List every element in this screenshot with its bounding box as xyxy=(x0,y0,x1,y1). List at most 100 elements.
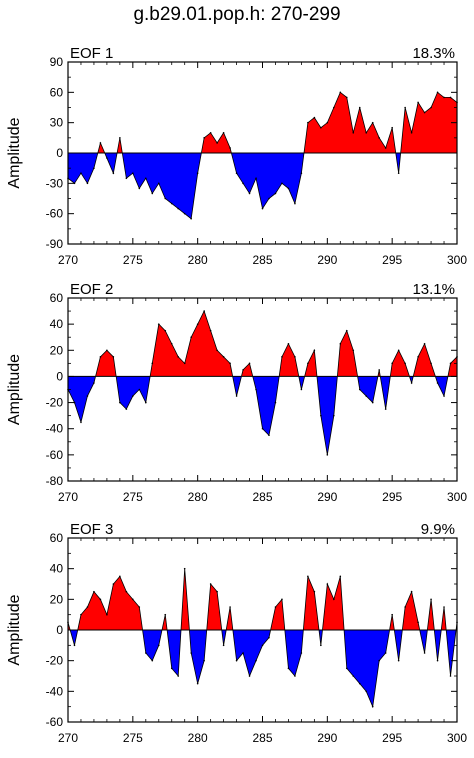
eof2-point-30 xyxy=(261,427,264,430)
eof2-point-3 xyxy=(86,395,89,397)
y-tick-label: 0 xyxy=(56,623,63,637)
y-tick-label: 40 xyxy=(50,562,64,576)
y-tick-label: -80 xyxy=(46,474,64,488)
variance-label: 9.9% xyxy=(421,521,455,538)
eof3-point-46 xyxy=(365,690,368,693)
eof2-point-21 xyxy=(203,310,205,312)
eof1-point-18 xyxy=(183,212,186,215)
eof2-point-38 xyxy=(313,349,316,352)
figure-title: g.b29.01.pop.h: 270-299 xyxy=(133,4,341,25)
eof2-point-57 xyxy=(436,382,439,384)
eof2-point-49 xyxy=(384,408,387,410)
eof3-point-10 xyxy=(132,598,134,601)
eof3-point-36 xyxy=(300,652,303,654)
eof3-point-52 xyxy=(404,606,406,608)
eof1-point-47 xyxy=(371,121,374,124)
eof2-point-23 xyxy=(216,349,218,352)
eof2-point-11 xyxy=(138,388,141,391)
eof2-point-39 xyxy=(320,414,322,417)
eof1-point-37 xyxy=(307,121,309,124)
eof1-point-30 xyxy=(261,207,264,210)
eof1-point-19 xyxy=(190,217,192,220)
eof1-point-3 xyxy=(86,182,89,185)
eof1-point-13 xyxy=(151,192,154,195)
eof1-point-8 xyxy=(119,137,121,139)
eof3-point-12 xyxy=(145,652,147,654)
x-tick-label: 300 xyxy=(447,490,467,504)
x-tick-label: 270 xyxy=(58,731,78,745)
eof2-point-58 xyxy=(443,395,445,397)
eof3-point-26 xyxy=(235,659,238,662)
eof1-point-43 xyxy=(345,96,348,99)
eof1-point-32 xyxy=(274,192,277,195)
eof1-point-28 xyxy=(248,192,251,195)
x-tick-label: 285 xyxy=(252,731,272,745)
eof2-point-44 xyxy=(352,349,355,352)
y-tick-label: 20 xyxy=(50,343,64,357)
eof2-point-35 xyxy=(294,356,296,358)
x-tick-label: 300 xyxy=(447,731,467,745)
eof1-point-21 xyxy=(203,137,205,139)
eof3-point-22 xyxy=(209,583,212,585)
panel-label: EOF 3 xyxy=(70,521,113,538)
eof3-point-58 xyxy=(443,606,445,608)
eof3-point-6 xyxy=(106,613,108,616)
x-tick-label: 280 xyxy=(188,490,208,504)
eof3-point-43 xyxy=(345,667,348,670)
eof1-point-36 xyxy=(300,172,303,175)
eof2-negative-area xyxy=(68,376,457,455)
eof1-point-54 xyxy=(417,101,419,104)
y-tick-label: -60 xyxy=(46,448,64,462)
eof3-point-28 xyxy=(248,675,251,677)
eof3-point-33 xyxy=(281,598,283,601)
eof3-point-20 xyxy=(196,682,199,685)
eof3-point-50 xyxy=(391,613,393,616)
x-tick-label: 290 xyxy=(317,490,337,504)
eof2-point-29 xyxy=(255,388,257,391)
eof1-point-1 xyxy=(73,182,76,185)
y-tick-label: 60 xyxy=(50,531,64,545)
eof1-point-42 xyxy=(339,91,342,94)
eof1-point-11 xyxy=(138,187,141,190)
y-tick-label: -30 xyxy=(46,176,64,190)
eof3-point-5 xyxy=(99,598,102,601)
eof2-point-43 xyxy=(345,329,348,332)
eof2-point-2 xyxy=(80,421,82,423)
eof2-point-47 xyxy=(371,401,374,404)
eof3-point-3 xyxy=(86,606,89,608)
eof1-point-6 xyxy=(106,157,108,159)
eof2-point-26 xyxy=(235,395,238,397)
y-tick-label: 90 xyxy=(50,55,64,69)
eof3-point-53 xyxy=(410,590,413,593)
eof1-point-25 xyxy=(229,147,231,149)
eof1-point-59 xyxy=(449,96,452,99)
eof1-point-58 xyxy=(443,96,445,99)
eof1-point-23 xyxy=(216,142,218,144)
eof3-point-27 xyxy=(242,652,244,654)
x-tick-label: 285 xyxy=(252,490,272,504)
y-tick-label: 0 xyxy=(56,146,63,160)
eof3-point-18 xyxy=(183,567,186,570)
eof1-point-34 xyxy=(287,187,290,190)
x-tick-label: 290 xyxy=(317,731,337,745)
x-tick-label: 300 xyxy=(447,253,467,267)
eof1-point-29 xyxy=(255,177,257,180)
eof3-point-23 xyxy=(216,590,218,593)
eof3-point-51 xyxy=(397,659,400,662)
y-tick-label: -20 xyxy=(46,396,64,410)
eof2-point-33 xyxy=(281,356,283,358)
eof2-point-12 xyxy=(145,401,147,404)
eof1-point-46 xyxy=(365,131,368,134)
eof3-point-59 xyxy=(449,675,452,677)
eof3-point-57 xyxy=(436,659,439,662)
x-tick-label: 295 xyxy=(382,253,402,267)
eof2-point-16 xyxy=(170,342,173,345)
eof3-point-47 xyxy=(371,705,374,708)
eof3-point-11 xyxy=(138,606,141,608)
y-tick-label: -60 xyxy=(46,715,64,729)
eof2-positive-area xyxy=(68,311,457,377)
eof1-point-5 xyxy=(99,142,102,144)
eof3-point-37 xyxy=(307,575,309,578)
eof1-point-16 xyxy=(170,202,173,205)
x-tick-label: 275 xyxy=(123,253,143,267)
